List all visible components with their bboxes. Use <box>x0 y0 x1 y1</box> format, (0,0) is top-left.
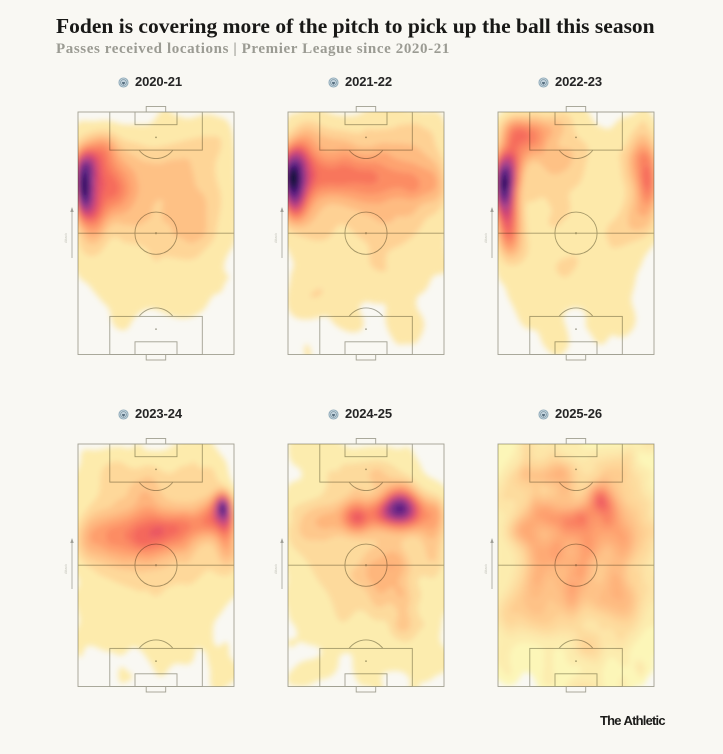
svg-text:Attack: Attack <box>64 564 68 574</box>
svg-text:Attack: Attack <box>274 233 278 243</box>
svg-text:Attack: Attack <box>274 564 278 574</box>
svg-text:Attack: Attack <box>64 233 68 243</box>
svg-text:Attack: Attack <box>484 564 488 574</box>
svg-text:Attack: Attack <box>484 233 488 243</box>
